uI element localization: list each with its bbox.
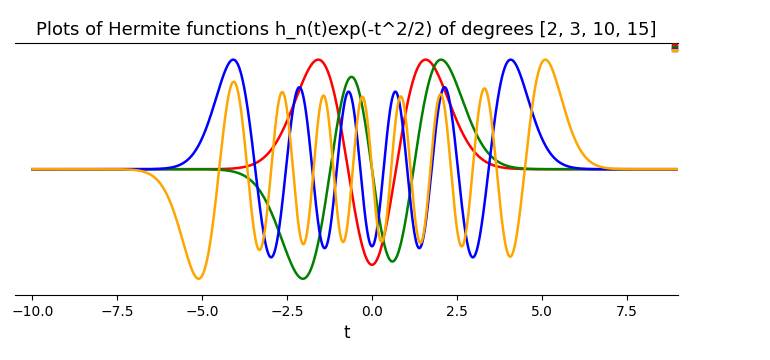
Legend: , , , : , , , [672,44,677,51]
X-axis label: t: t [343,324,350,342]
Title: Plots of Hermite functions h_n(t)exp(-t^2/2) of degrees [2, 3, 10, 15]: Plots of Hermite functions h_n(t)exp(-t^… [36,21,657,39]
